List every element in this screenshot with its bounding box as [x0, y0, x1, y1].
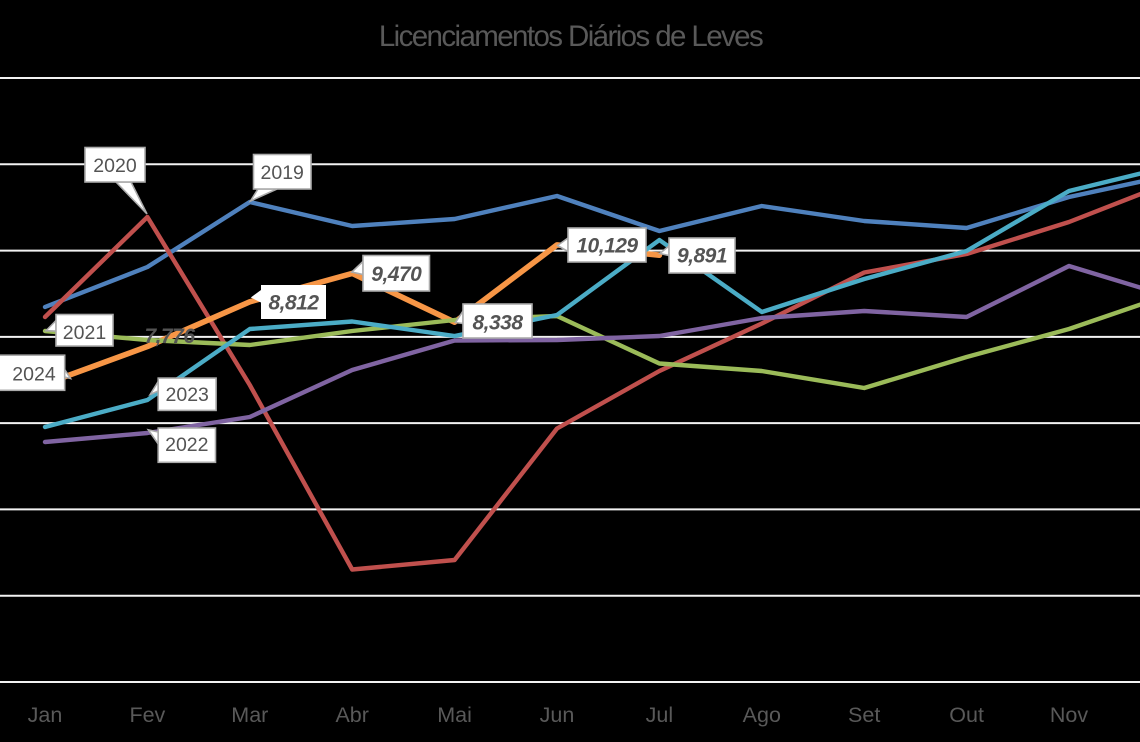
- svg-text:Fev: Fev: [129, 703, 165, 727]
- svg-text:Set: Set: [848, 703, 880, 727]
- svg-text:Nov: Nov: [1050, 703, 1088, 727]
- svg-text:7,776: 7,776: [144, 325, 195, 348]
- svg-text:Jan: Jan: [28, 703, 63, 727]
- svg-text:2020: 2020: [93, 155, 137, 177]
- svg-text:9,891: 9,891: [677, 245, 727, 268]
- svg-text:8,338: 8,338: [472, 312, 523, 335]
- svg-text:Mai: Mai: [437, 703, 472, 727]
- svg-text:Jul: Jul: [646, 703, 673, 727]
- svg-text:Abr: Abr: [335, 703, 368, 727]
- svg-text:2019: 2019: [261, 162, 304, 184]
- svg-text:2023: 2023: [166, 384, 209, 406]
- svg-text:2022: 2022: [165, 434, 208, 456]
- svg-text:Jun: Jun: [540, 703, 575, 727]
- svg-text:Out: Out: [949, 703, 984, 727]
- svg-text:2024: 2024: [12, 364, 56, 386]
- svg-text:Ago: Ago: [743, 703, 781, 727]
- svg-text:10,129: 10,129: [576, 235, 638, 258]
- svg-text:Mar: Mar: [231, 703, 268, 727]
- svg-text:Licenciamentos Diários de Leve: Licenciamentos Diários de Leves: [379, 20, 763, 53]
- svg-text:9,470: 9,470: [371, 263, 422, 286]
- svg-text:8,812: 8,812: [268, 292, 319, 315]
- svg-text:2021: 2021: [63, 322, 106, 344]
